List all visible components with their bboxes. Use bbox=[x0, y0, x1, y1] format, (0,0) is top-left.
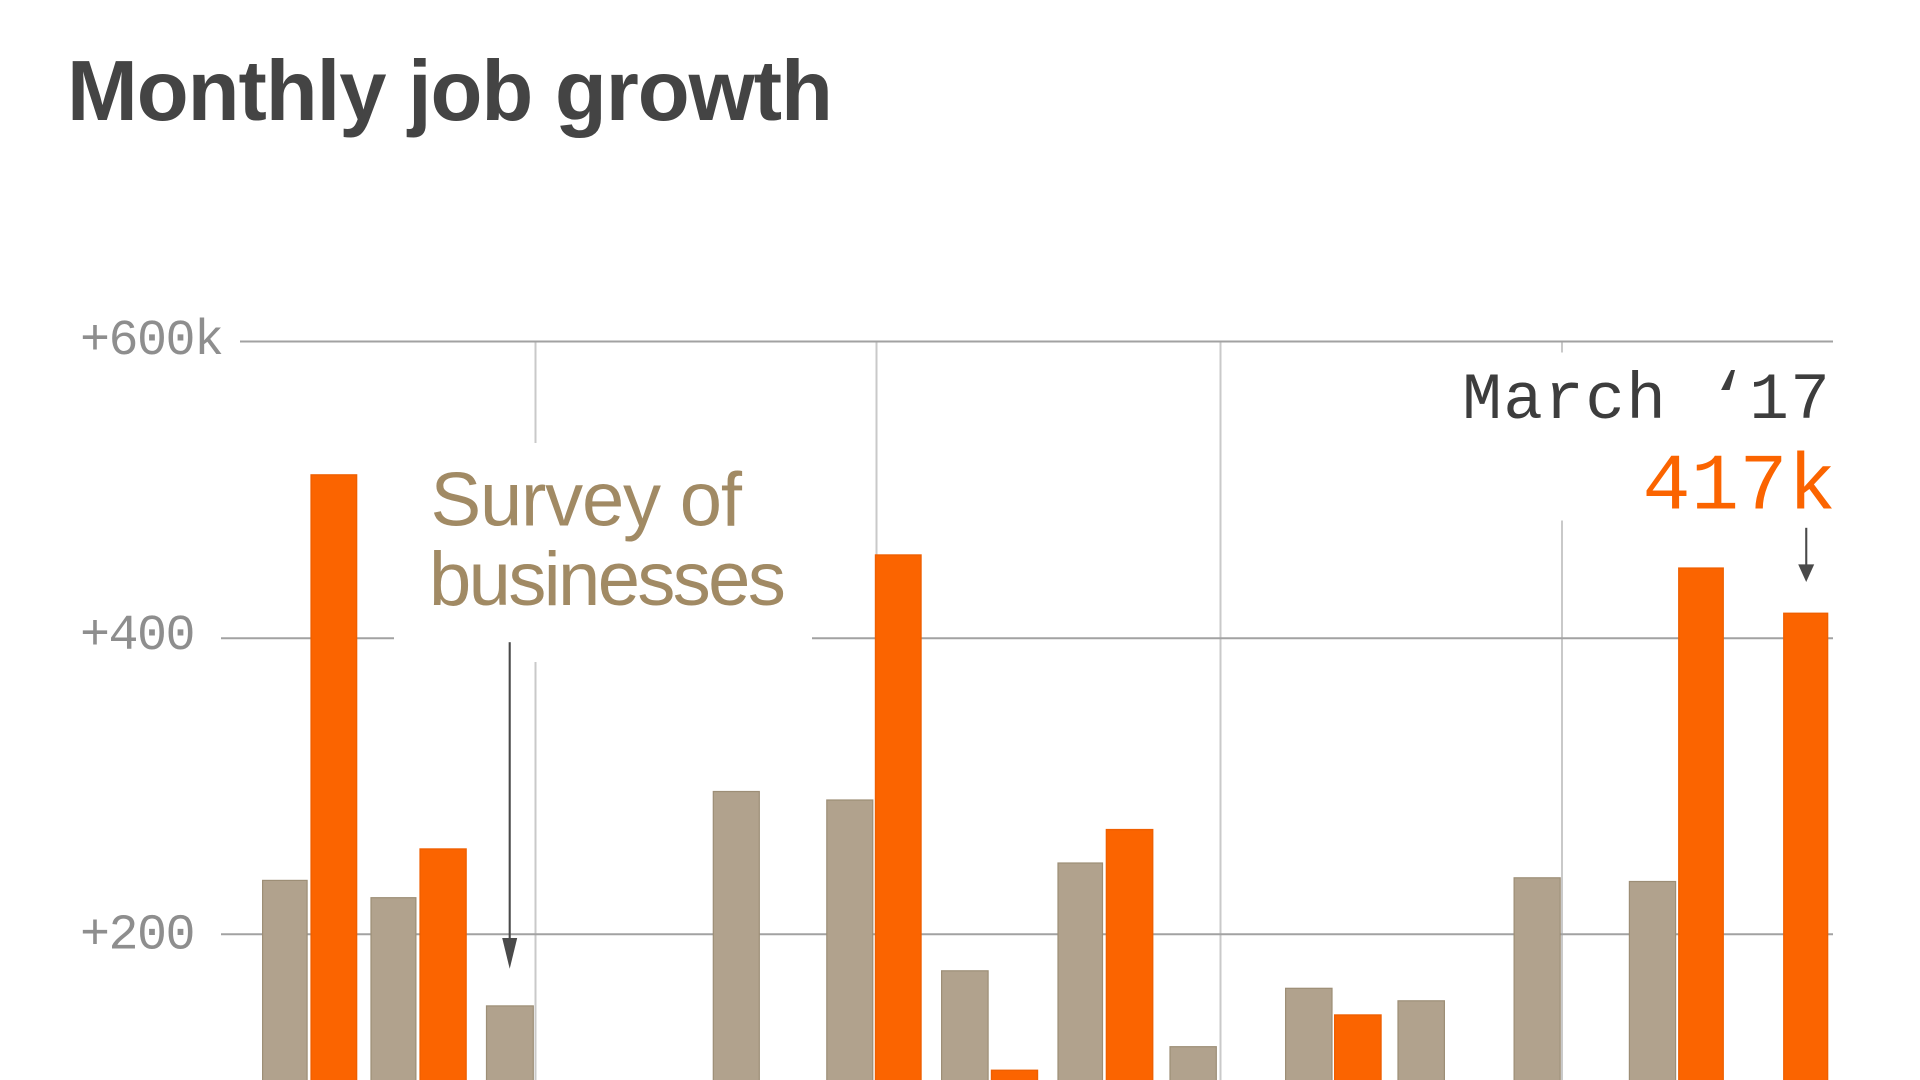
svg-text:+600k: +600k bbox=[80, 313, 223, 370]
svg-text:+400: +400 bbox=[80, 608, 194, 665]
svg-text:Survey of: Survey of bbox=[431, 457, 743, 542]
svg-text:March ‘17: March ‘17 bbox=[1462, 363, 1831, 438]
svg-text:businesses: businesses bbox=[429, 537, 784, 622]
svg-text:Monthly job growth: Monthly job growth bbox=[67, 44, 832, 139]
svg-text:+200: +200 bbox=[80, 908, 194, 965]
svg-text:417k: 417k bbox=[1642, 443, 1836, 534]
